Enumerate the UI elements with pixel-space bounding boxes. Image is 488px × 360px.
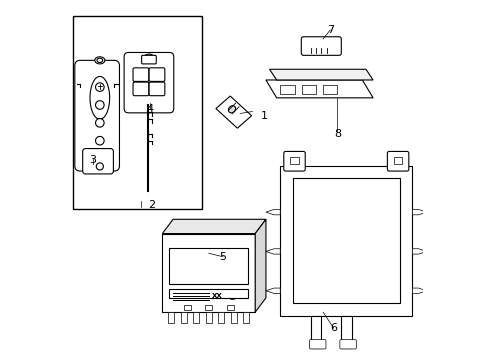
FancyBboxPatch shape <box>142 55 156 64</box>
FancyArrow shape <box>265 210 280 215</box>
Text: 4: 4 <box>146 104 153 113</box>
Ellipse shape <box>97 58 102 63</box>
Circle shape <box>96 163 103 170</box>
Circle shape <box>95 83 104 91</box>
FancyBboxPatch shape <box>149 68 164 81</box>
Text: 6: 6 <box>329 323 337 333</box>
Text: 7: 7 <box>326 25 333 35</box>
Ellipse shape <box>138 79 158 106</box>
Polygon shape <box>255 219 265 312</box>
FancyBboxPatch shape <box>133 82 148 96</box>
FancyBboxPatch shape <box>283 152 305 171</box>
Bar <box>280 85 294 94</box>
Ellipse shape <box>90 76 109 119</box>
Bar <box>169 248 247 284</box>
FancyArrow shape <box>411 288 426 293</box>
FancyArrow shape <box>265 249 280 254</box>
FancyBboxPatch shape <box>386 152 408 171</box>
Bar <box>205 305 212 310</box>
FancyBboxPatch shape <box>309 340 325 349</box>
Bar <box>193 312 199 323</box>
Ellipse shape <box>142 84 153 102</box>
Bar <box>323 85 337 94</box>
FancyBboxPatch shape <box>82 149 113 174</box>
FancyArrow shape <box>265 288 280 293</box>
Bar <box>280 166 411 316</box>
Bar <box>183 305 190 310</box>
FancyArrow shape <box>411 210 426 215</box>
Bar <box>310 316 321 348</box>
Bar <box>162 234 255 312</box>
Text: 1: 1 <box>260 111 267 121</box>
Text: 2: 2 <box>148 200 155 210</box>
Circle shape <box>95 118 104 127</box>
FancyBboxPatch shape <box>133 68 148 81</box>
FancyBboxPatch shape <box>124 53 173 113</box>
Bar <box>169 289 247 298</box>
Text: 5: 5 <box>219 252 226 262</box>
Bar <box>301 85 315 94</box>
Bar <box>243 312 248 323</box>
FancyArrow shape <box>411 249 426 254</box>
FancyBboxPatch shape <box>75 60 119 171</box>
Bar <box>393 157 402 164</box>
FancyBboxPatch shape <box>149 82 164 96</box>
Ellipse shape <box>144 54 153 59</box>
Text: 8: 8 <box>333 129 340 139</box>
Bar <box>168 312 174 323</box>
Polygon shape <box>265 80 372 98</box>
Text: XX: XX <box>212 293 223 299</box>
Ellipse shape <box>228 106 235 113</box>
Bar <box>226 305 233 310</box>
Bar <box>340 316 351 348</box>
Bar <box>218 312 224 323</box>
Text: 3: 3 <box>89 156 96 165</box>
Ellipse shape <box>95 57 104 64</box>
Bar <box>205 312 211 323</box>
Bar <box>181 312 186 323</box>
Polygon shape <box>269 69 372 80</box>
Polygon shape <box>162 219 265 234</box>
FancyBboxPatch shape <box>301 37 341 55</box>
Circle shape <box>95 136 104 145</box>
Bar <box>292 178 399 303</box>
FancyBboxPatch shape <box>339 340 356 349</box>
Polygon shape <box>216 96 251 128</box>
Bar <box>73 16 201 208</box>
Circle shape <box>95 101 104 109</box>
Bar <box>230 312 236 323</box>
Bar <box>230 294 234 298</box>
Bar <box>290 157 298 164</box>
